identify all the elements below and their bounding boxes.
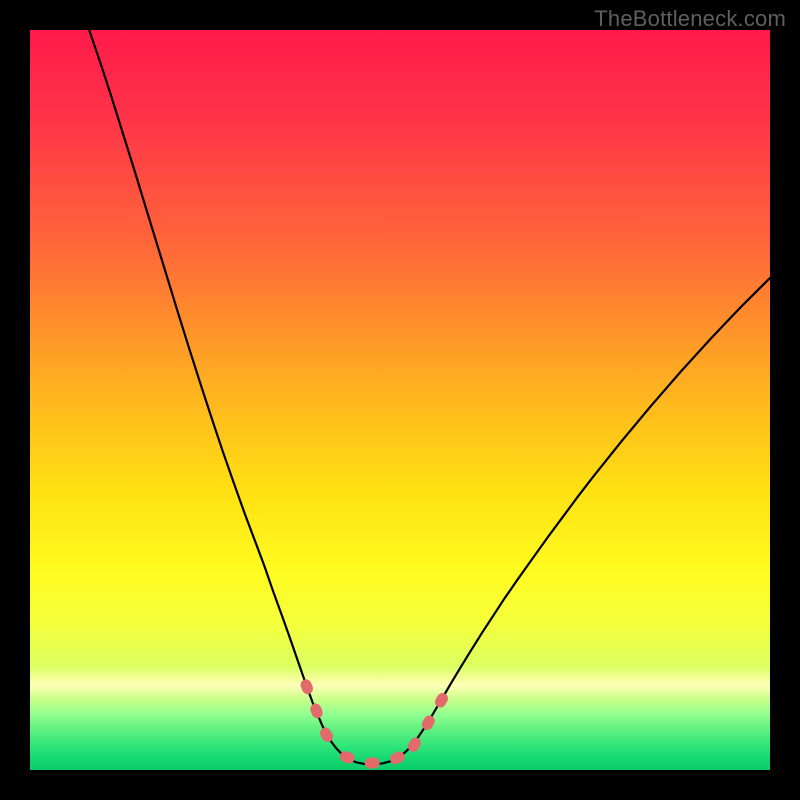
chart-container <box>30 30 770 770</box>
bottleneck-chart <box>30 30 770 770</box>
watermark-text: TheBottleneck.com <box>594 6 786 32</box>
gradient-background <box>30 30 770 770</box>
